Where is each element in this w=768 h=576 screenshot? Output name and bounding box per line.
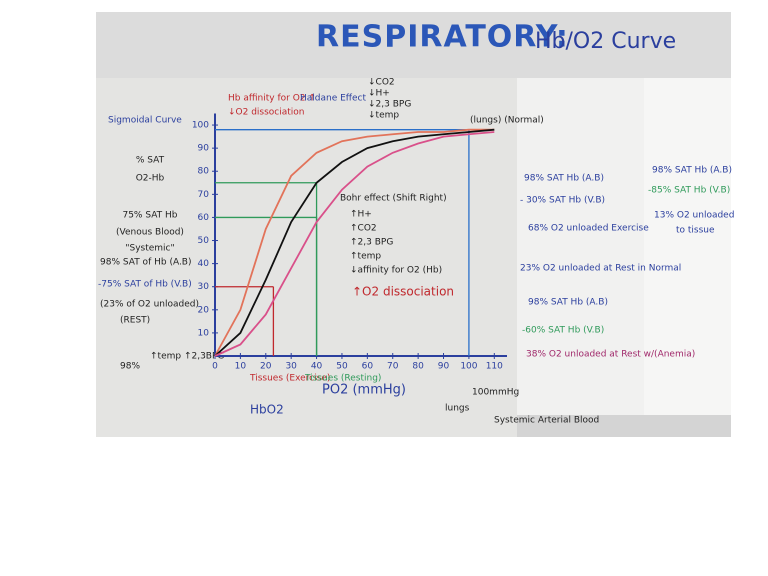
note: ↑2,3 BPG <box>350 238 393 248</box>
note: 98% SAT Hb (A.B) <box>528 298 608 308</box>
note: 98% SAT Hb (A.B) <box>652 166 732 176</box>
y-tick-label: 10 <box>198 328 210 338</box>
plot: 0 10 20 30 40 50 60 70 80 90 100 110 10 20 30 40 50 60 70 8… <box>192 113 507 372</box>
x-tick-label: 100 <box>460 362 477 372</box>
note: (lungs) (Normal) <box>470 116 544 126</box>
x-tick-label: 70 <box>387 362 399 372</box>
y-label: % SAT <box>136 156 165 166</box>
x-tick-label: 10 <box>235 362 247 372</box>
note: (REST) <box>120 316 150 326</box>
note: 38% O2 unloaded at Rest w/(Anemia) <box>526 350 695 360</box>
note: 98% SAT Hb (A.B) <box>524 174 604 184</box>
x-tick-label: 30 <box>285 362 297 372</box>
note: HbO2 <box>250 403 284 417</box>
x-tick-label: 50 <box>336 362 348 372</box>
subtitle: Hb/O2 Curve <box>535 29 676 54</box>
note: 98% SAT of Hb (A.B) <box>100 258 192 268</box>
curve <box>214 128 495 357</box>
note: Systemic Arterial Blood <box>494 416 599 426</box>
x-tick-label: 60 <box>362 362 374 372</box>
y-tick-label: 50 <box>198 236 210 246</box>
note: -60% SAT Hb (V.B) <box>522 326 604 336</box>
note: ↓affinity for O2 (Hb) <box>350 266 442 276</box>
note: (Venous Blood) <box>116 228 184 238</box>
note: "Systemic" <box>125 244 174 254</box>
note: 75% SAT Hb <box>122 211 177 221</box>
y-tick-label: 40 <box>198 259 210 269</box>
x-tick-label: 0 <box>212 362 218 372</box>
note: ↓H+ <box>368 89 390 99</box>
y-tick-label: 90 <box>198 144 210 154</box>
note: Tissues (Resting) <box>304 374 381 384</box>
x-tick-label: 20 <box>260 362 272 372</box>
note: ↑H+ <box>350 210 372 220</box>
note: 23% O2 unloaded at Rest in Normal <box>520 264 681 274</box>
title: RESPIRATORY: <box>316 20 569 55</box>
note: to tissue <box>676 226 715 236</box>
note: ↑O2 dissociation <box>352 285 454 299</box>
y-label: O2-Hb <box>136 174 165 184</box>
y-tick-label: 60 <box>198 213 210 223</box>
note: ↑temp ↑2,3BPG <box>150 352 224 362</box>
curve <box>214 128 495 357</box>
note: 98% <box>120 362 140 372</box>
x-tick-label: 90 <box>438 362 450 372</box>
board-top <box>96 12 731 78</box>
x-label: PO2 (mmHg) <box>322 383 406 398</box>
note: Sigmoidal Curve <box>108 116 182 126</box>
board-panel <box>644 78 731 415</box>
note: 13% O2 unloaded <box>654 211 734 221</box>
note: ↓CO2 <box>368 78 395 88</box>
y-tick-label: 100 <box>192 121 209 131</box>
note: ↑temp <box>350 252 381 262</box>
note: ↓temp <box>368 111 399 121</box>
note: Hb affinity for O2 ↑ <box>228 94 316 104</box>
y-tick-label: 80 <box>198 167 210 177</box>
note: lungs <box>445 404 470 414</box>
note: Tissues (Exercise) <box>249 374 330 384</box>
note: ↓O2 dissociation <box>228 108 305 118</box>
note: (23% of O2 unloaded) <box>100 300 199 310</box>
x-tick-label: 80 <box>412 362 424 372</box>
note: ↓2,3 BPG <box>368 100 411 110</box>
note: ↑CO2 <box>350 224 377 234</box>
board-panel <box>517 78 644 415</box>
note: -75% SAT of Hb (V.B) <box>98 280 192 290</box>
note: Bohr effect (Shift Right) <box>340 194 447 204</box>
y-tick-label: 70 <box>198 190 210 200</box>
x-tick-label: 40 <box>311 362 323 372</box>
x-tick-label: 110 <box>486 362 503 372</box>
board-edge <box>517 415 731 437</box>
note: -85% SAT Hb (V.B) <box>648 186 730 196</box>
note: 68% O2 unloaded Exercise <box>528 224 649 234</box>
note: Haldane Effect <box>300 94 366 104</box>
y-tick-label: 20 <box>198 305 210 315</box>
note: 100mmHg <box>472 388 519 398</box>
y-tick-label: 30 <box>198 282 210 292</box>
curve <box>214 131 495 357</box>
note: - 30% SAT Hb (V.B) <box>520 196 605 206</box>
